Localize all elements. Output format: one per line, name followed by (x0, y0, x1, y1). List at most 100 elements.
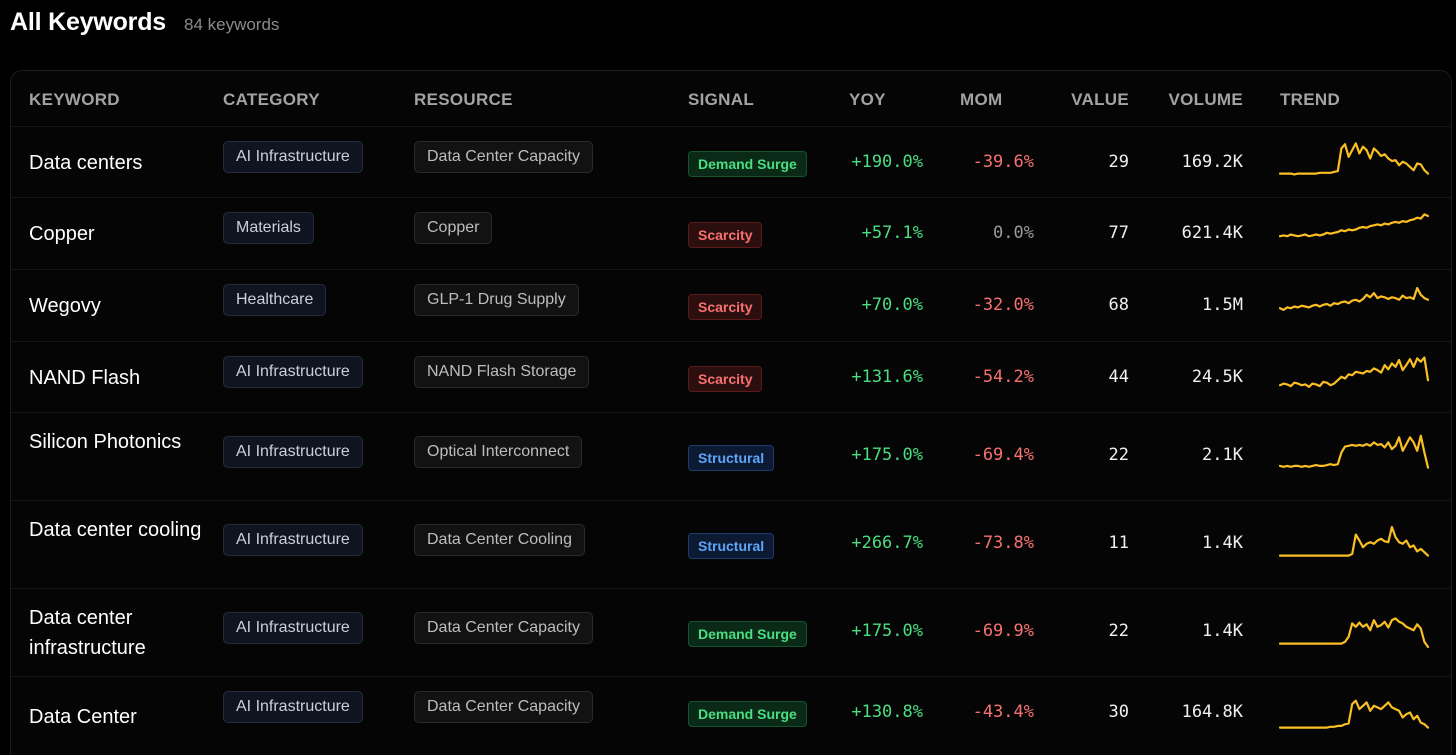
resource-chip[interactable]: Optical Interconnect (414, 436, 583, 468)
value-score: 30 (1108, 702, 1129, 722)
category-chip[interactable]: AI Infrastructure (223, 356, 363, 388)
yoy-value: +266.7% (851, 533, 923, 553)
yoy-value: +131.6% (851, 367, 923, 387)
trend-line (1279, 617, 1429, 649)
value-score: 68 (1108, 295, 1129, 315)
volume-value: 169.2K (1181, 152, 1243, 172)
category-chip[interactable]: AI Infrastructure (223, 436, 363, 468)
column-header-keyword[interactable]: KEYWORD (29, 90, 120, 109)
value-score: 11 (1108, 533, 1129, 553)
volume-value: 1.4K (1202, 621, 1243, 641)
page-title: All Keywords (10, 8, 166, 36)
table-row[interactable]: NAND Flash AI Infrastructure NAND Flash … (11, 341, 1451, 412)
keyword-name[interactable]: Wegovy (29, 295, 101, 317)
resource-chip[interactable]: Data Center Cooling (414, 524, 585, 556)
trend-line (1279, 286, 1429, 311)
yoy-value: +130.8% (851, 702, 923, 722)
category-chip[interactable]: Healthcare (223, 284, 327, 316)
yoy-value: +175.0% (851, 621, 923, 641)
mom-value: -32.0% (972, 295, 1034, 315)
mom-value: -43.4% (972, 702, 1034, 722)
signal-badge: Scarcity (688, 366, 763, 392)
trend-line (1279, 213, 1429, 238)
signal-badge: Structural (688, 533, 775, 559)
value-score: 22 (1108, 445, 1129, 465)
resource-chip[interactable]: NAND Flash Storage (414, 356, 590, 388)
value-score: 44 (1108, 367, 1129, 387)
trend-sparkline (1279, 434, 1429, 469)
trend-line (1279, 525, 1429, 557)
table-row[interactable]: Wegovy Healthcare GLP-1 Drug Supply Scar… (11, 269, 1451, 341)
volume-value: 24.5K (1191, 367, 1243, 387)
column-header-trend: TREND (1280, 90, 1341, 109)
keyword-count: 84 keywords (183, 15, 280, 34)
resource-chip[interactable]: Data Center Capacity (414, 141, 593, 173)
column-header-category[interactable]: CATEGORY (223, 90, 320, 109)
yoy-value: +190.0% (851, 152, 923, 172)
table-row[interactable]: Data center infrastructure AI Infrastruc… (11, 588, 1451, 676)
trend-sparkline (1279, 617, 1429, 649)
resource-chip[interactable]: Data Center Capacity (414, 691, 593, 723)
trend-sparkline (1279, 286, 1429, 311)
resource-chip[interactable]: Copper (414, 212, 493, 244)
yoy-value: +175.0% (851, 445, 923, 465)
value-score: 29 (1108, 152, 1129, 172)
keyword-name[interactable]: Data centers (29, 152, 143, 174)
signal-badge: Scarcity (688, 294, 763, 320)
mom-value: -54.2% (972, 367, 1034, 387)
volume-value: 1.5M (1202, 295, 1243, 315)
trend-sparkline (1279, 525, 1429, 557)
yoy-value: +57.1% (861, 223, 923, 243)
keyword-name[interactable]: Data center cooling (29, 519, 202, 541)
table-row[interactable]: Data Center AI Infrastructure Data Cente… (11, 676, 1451, 755)
column-header-yoy[interactable]: YOY (849, 90, 886, 109)
table-row[interactable]: Copper Materials Copper Scarcity +57.1% … (11, 197, 1451, 269)
keyword-name[interactable]: Silicon Photonics (29, 431, 182, 453)
category-chip[interactable]: AI Infrastructure (223, 691, 363, 723)
mom-value: -69.9% (972, 621, 1034, 641)
mom-value: -39.6% (972, 152, 1034, 172)
yoy-value: +70.0% (861, 295, 923, 315)
trend-line (1279, 434, 1429, 469)
mom-value: -73.8% (972, 533, 1034, 553)
resource-chip[interactable]: GLP-1 Drug Supply (414, 284, 579, 316)
trend-sparkline (1279, 699, 1429, 729)
column-header-resource[interactable]: RESOURCE (414, 90, 513, 109)
signal-badge: Scarcity (688, 222, 763, 248)
volume-value: 1.4K (1202, 533, 1243, 553)
category-chip[interactable]: Materials (223, 212, 314, 244)
signal-badge: Structural (688, 445, 775, 471)
table-header: KEYWORD CATEGORY RESOURCE SIGNAL YOY MOM… (11, 71, 1451, 127)
volume-value: 164.8K (1181, 702, 1243, 722)
table-row[interactable]: Data center cooling AI Infrastructure Da… (11, 500, 1451, 588)
volume-value: 2.1K (1202, 445, 1243, 465)
keyword-name[interactable]: Data center infrastructure (29, 607, 146, 659)
table-row[interactable]: Data centers AI Infrastructure Data Cent… (11, 126, 1451, 197)
trend-line (1279, 142, 1429, 176)
signal-badge: Demand Surge (688, 621, 807, 647)
category-chip[interactable]: AI Infrastructure (223, 524, 363, 556)
column-header-signal[interactable]: SIGNAL (688, 90, 755, 109)
keyword-name[interactable]: Copper (29, 223, 95, 245)
signal-badge: Demand Surge (688, 701, 807, 727)
column-header-mom[interactable]: MOM (960, 90, 1003, 109)
page-header: All Keywords 84 keywords (10, 8, 279, 40)
category-chip[interactable]: AI Infrastructure (223, 612, 363, 644)
value-score: 77 (1108, 223, 1129, 243)
column-header-volume[interactable]: VOLUME (1168, 90, 1243, 109)
signal-badge: Demand Surge (688, 151, 807, 177)
value-score: 22 (1108, 621, 1129, 641)
mom-value: -69.4% (972, 445, 1034, 465)
resource-chip[interactable]: Data Center Capacity (414, 612, 593, 644)
keyword-name[interactable]: Data Center (29, 706, 137, 728)
trend-sparkline (1279, 356, 1429, 389)
trend-line (1279, 699, 1429, 729)
category-chip[interactable]: AI Infrastructure (223, 141, 363, 173)
column-header-value[interactable]: VALUE (1071, 90, 1129, 109)
trend-sparkline (1279, 213, 1429, 238)
mom-value: 0.0% (993, 223, 1034, 243)
keywords-table: KEYWORD CATEGORY RESOURCE SIGNAL YOY MOM… (10, 70, 1452, 755)
table-row[interactable]: Silicon Photonics AI Infrastructure Opti… (11, 412, 1451, 500)
trend-sparkline (1279, 142, 1429, 176)
keyword-name[interactable]: NAND Flash (29, 367, 141, 389)
